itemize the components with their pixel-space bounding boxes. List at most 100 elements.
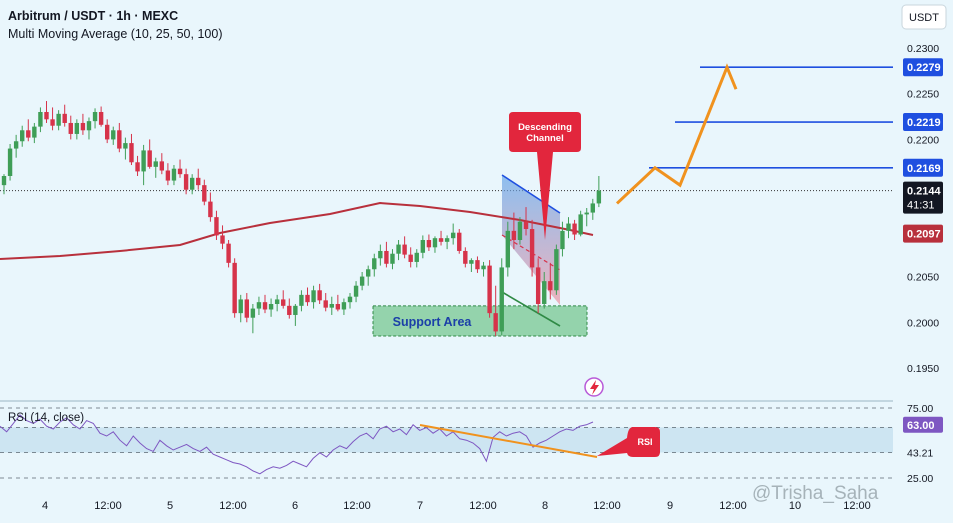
- candle-body[interactable]: [353, 285, 359, 297]
- candle-body[interactable]: [226, 243, 231, 263]
- candle-body[interactable]: [44, 112, 49, 120]
- lightning-icon[interactable]: [584, 377, 604, 397]
- candle-body[interactable]: [98, 112, 104, 125]
- candle-body[interactable]: [305, 294, 310, 303]
- candle-body[interactable]: [208, 201, 213, 218]
- candle-body[interactable]: [92, 112, 98, 122]
- candle-body[interactable]: [378, 250, 383, 259]
- candle-body[interactable]: [481, 265, 486, 270]
- candle-body[interactable]: [402, 244, 407, 255]
- candle-body[interactable]: [86, 121, 92, 131]
- candle-body[interactable]: [390, 253, 395, 264]
- price-pane[interactable]: [0, 0, 893, 400]
- candle-body[interactable]: [499, 267, 504, 332]
- candle-body[interactable]: [450, 232, 456, 239]
- candle-body[interactable]: [238, 299, 243, 314]
- candle-body[interactable]: [457, 232, 462, 251]
- candle-body[interactable]: [74, 122, 80, 134]
- candle-body[interactable]: [566, 223, 571, 231]
- price-axis[interactable]: [893, 0, 953, 518]
- candle-body[interactable]: [444, 238, 450, 242]
- rsi-divergence-line[interactable]: [419, 424, 598, 458]
- candle-body[interactable]: [535, 267, 541, 304]
- candle-body[interactable]: [287, 305, 292, 315]
- channel-upper-line[interactable]: [501, 174, 561, 214]
- candle-body[interactable]: [268, 304, 274, 310]
- candle-body[interactable]: [469, 260, 474, 264]
- candle-body[interactable]: [572, 223, 577, 235]
- candle-body[interactable]: [438, 238, 444, 242]
- candle-body[interactable]: [529, 229, 535, 268]
- candle-body[interactable]: [274, 299, 280, 304]
- candle-body[interactable]: [26, 130, 31, 138]
- candle-body[interactable]: [281, 299, 286, 306]
- candle-body[interactable]: [578, 214, 583, 235]
- candle-body[interactable]: [129, 143, 134, 163]
- candle-body[interactable]: [426, 240, 432, 248]
- candle-body[interactable]: [293, 305, 298, 315]
- currency-button[interactable]: USDT: [901, 4, 947, 30]
- rsi-line[interactable]: [0, 414, 594, 475]
- candle-body[interactable]: [183, 174, 189, 190]
- candle-body[interactable]: [523, 221, 529, 230]
- candle-body[interactable]: [117, 130, 122, 149]
- candle-body[interactable]: [341, 302, 347, 310]
- candle-body[interactable]: [475, 260, 480, 270]
- candle-body[interactable]: [317, 290, 322, 301]
- candle-body[interactable]: [244, 299, 249, 318]
- candle-body[interactable]: [250, 308, 256, 318]
- candle-body[interactable]: [505, 230, 511, 268]
- candle-body[interactable]: [396, 244, 401, 254]
- candle-body[interactable]: [372, 258, 377, 270]
- candle-body[interactable]: [487, 265, 492, 314]
- candle-body[interactable]: [262, 302, 268, 310]
- candle-body[interactable]: [584, 212, 589, 215]
- candle-body[interactable]: [432, 238, 438, 248]
- candle-body[interactable]: [554, 249, 559, 291]
- candle-body[interactable]: [104, 124, 110, 140]
- candle-body[interactable]: [196, 177, 201, 186]
- candle-body[interactable]: [214, 217, 219, 236]
- candle-body[interactable]: [32, 126, 37, 138]
- candle-body[interactable]: [511, 230, 517, 240]
- candle-body[interactable]: [159, 161, 165, 171]
- candle-body[interactable]: [1, 176, 7, 186]
- candle-body[interactable]: [347, 296, 353, 303]
- candle-body[interactable]: [463, 250, 468, 264]
- candle-body[interactable]: [165, 170, 171, 181]
- candle-body[interactable]: [141, 150, 146, 172]
- candle-body[interactable]: [596, 190, 602, 204]
- candle-body[interactable]: [590, 203, 595, 213]
- candle-body[interactable]: [147, 150, 152, 167]
- candle-body[interactable]: [220, 235, 225, 244]
- channel-lower-line[interactable]: [501, 291, 561, 327]
- candle-body[interactable]: [493, 313, 498, 332]
- candle-body[interactable]: [202, 185, 207, 202]
- candle-body[interactable]: [68, 122, 73, 134]
- candle-body[interactable]: [56, 113, 61, 126]
- candle-body[interactable]: [38, 112, 43, 127]
- candle-body[interactable]: [311, 290, 316, 303]
- candle-body[interactable]: [414, 252, 419, 262]
- candle-body[interactable]: [135, 162, 140, 172]
- candle-body[interactable]: [335, 304, 341, 310]
- candle-body[interactable]: [299, 294, 304, 306]
- candle-body[interactable]: [62, 113, 67, 123]
- candle-body[interactable]: [50, 119, 55, 126]
- candle-body[interactable]: [232, 262, 237, 314]
- candle-body[interactable]: [153, 161, 158, 167]
- candle-body[interactable]: [359, 276, 365, 286]
- candle-body[interactable]: [420, 240, 426, 253]
- candle-body[interactable]: [111, 130, 116, 140]
- candle-body[interactable]: [517, 221, 523, 240]
- candle-body[interactable]: [366, 269, 371, 277]
- candle-body[interactable]: [329, 304, 334, 308]
- candle-body[interactable]: [384, 250, 389, 264]
- candle-body[interactable]: [256, 302, 262, 309]
- candle-body[interactable]: [560, 230, 565, 250]
- candle-body[interactable]: [123, 143, 128, 149]
- candle-body[interactable]: [171, 168, 177, 181]
- candle-body[interactable]: [20, 130, 25, 142]
